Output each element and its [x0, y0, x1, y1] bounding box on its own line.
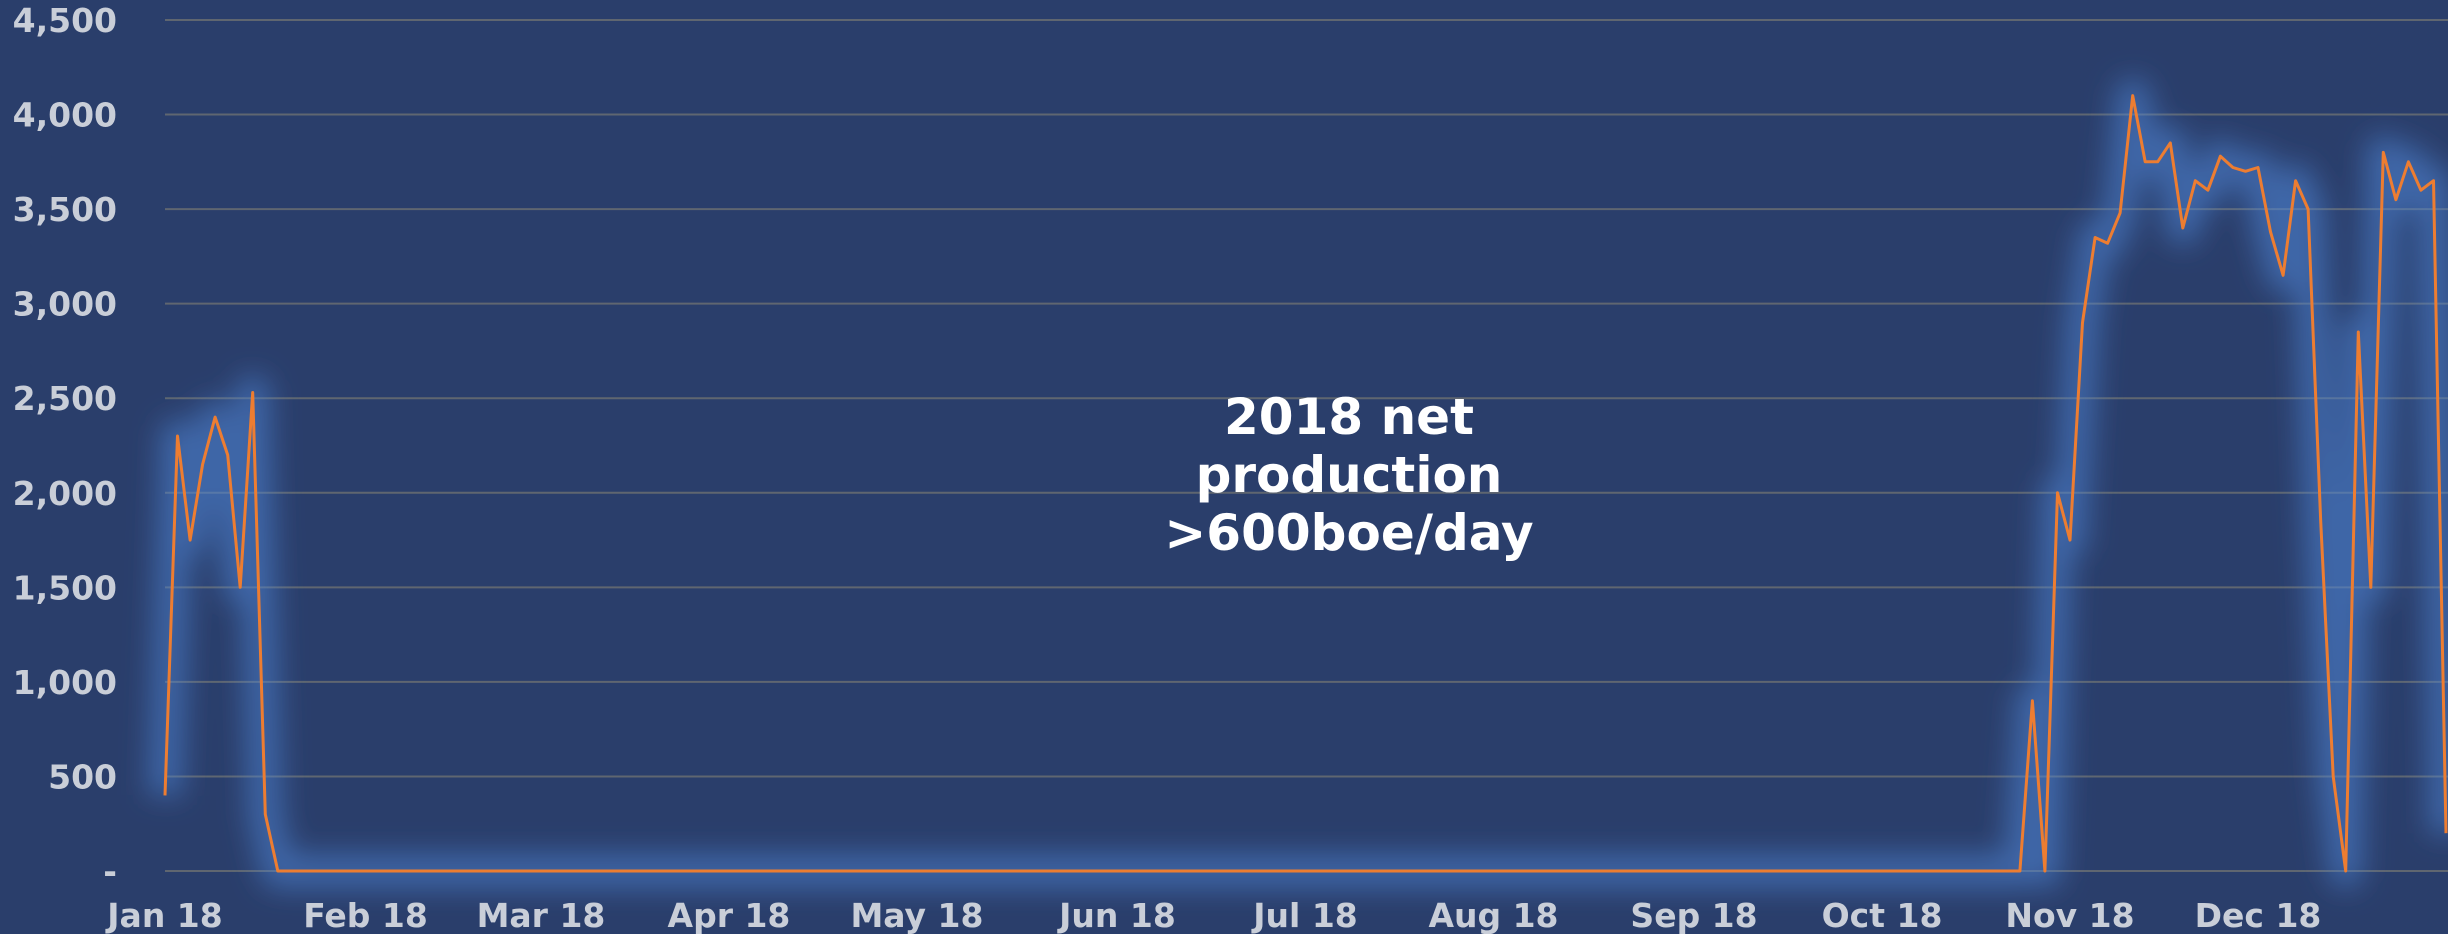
grid: [165, 19, 2448, 872]
x-tick-label: Mar 18: [477, 896, 606, 934]
x-tick-label: Sep 18: [1630, 896, 1757, 934]
x-tick-label: Aug 18: [1428, 896, 1558, 934]
labels: - 500 1,000 1,500 2,000 2,500 3,000 3,500 4,000 4…: [13, 1, 2322, 934]
x-tick-label: Dec 18: [2195, 896, 2322, 934]
y-tick-label: -: [103, 852, 117, 891]
y-tick-label: 3,500: [13, 190, 117, 229]
x-tick-label: Jul 18: [1251, 896, 1358, 934]
x-tick-label: Oct 18: [1822, 896, 1943, 934]
annotation: >600boe/day: [1164, 504, 1533, 562]
x-tick-label: May 18: [850, 896, 983, 934]
x-tick-label: Apr 18: [668, 896, 791, 934]
series: [163, 94, 2448, 873]
line: [163, 94, 2448, 873]
x-tick-label: Feb 18: [303, 896, 428, 934]
y-tick-label: 4,500: [13, 1, 117, 40]
x-tick-label: Jun 18: [1057, 896, 1176, 934]
y-tick-label: 500: [48, 757, 117, 796]
annotation: 2018 net: [1224, 388, 1474, 446]
y-tick-label: 3,000: [13, 285, 117, 324]
y-tick-label: 2,000: [13, 474, 117, 513]
x-tick-label: Jan 18: [105, 896, 222, 934]
annotation: production: [1196, 446, 1503, 504]
y-tick-label: 1,000: [13, 663, 117, 702]
x-tick-label: Nov 18: [2005, 896, 2134, 934]
y-tick-label: 4,000: [13, 96, 117, 135]
y-tick-label: 1,500: [13, 568, 117, 607]
y-tick-label: 2,500: [13, 379, 117, 418]
